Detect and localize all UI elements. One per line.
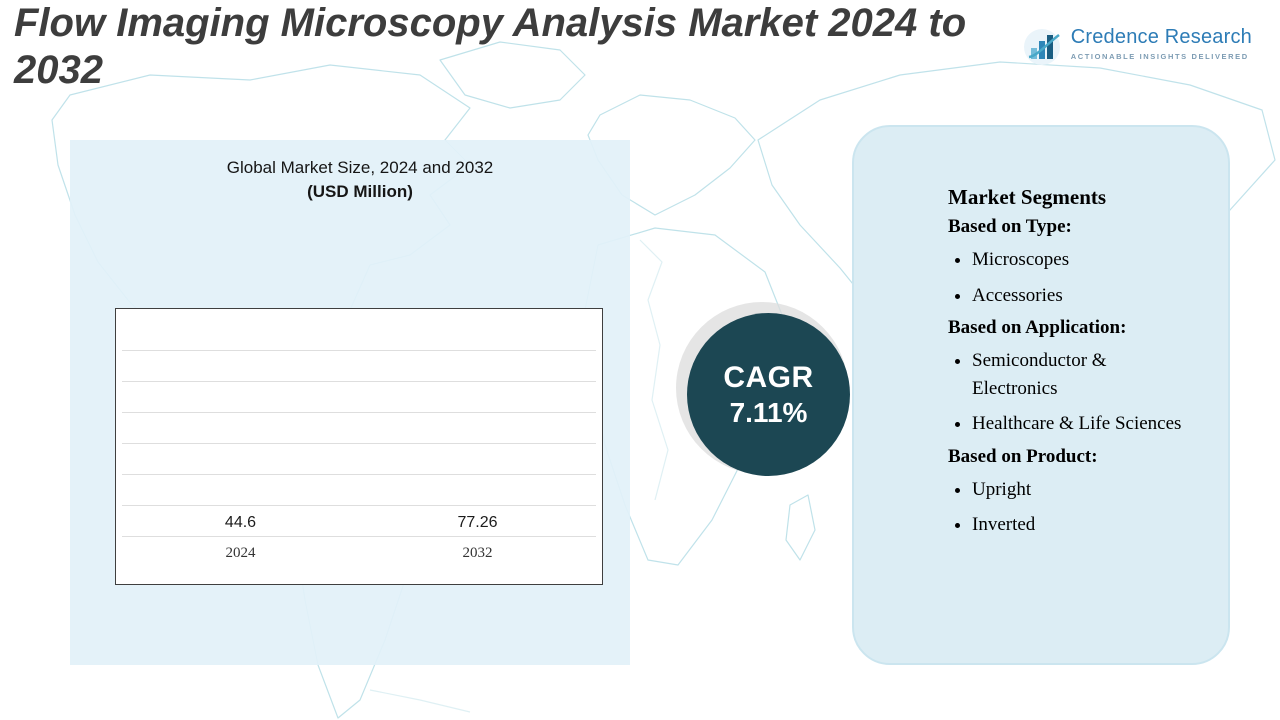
credence-logo-icon — [1023, 29, 1060, 65]
bar-value-label: 77.26 — [457, 514, 498, 531]
segments-heading: Market Segments — [948, 185, 1107, 209]
segment-item: Healthcare & Life Sciences — [972, 410, 1190, 438]
segment-item: Accessories — [972, 282, 1190, 310]
chart-heading-line1: Global Market Size, 2024 and 2032 — [226, 158, 494, 177]
segment-list-product: Upright Inverted — [948, 476, 1190, 539]
bar-group-2032: 77.26 — [398, 514, 558, 537]
segments-panel: Market Segments Based on Type: Microscop… — [852, 125, 1230, 665]
chart-plot-area: 44.6 77.26 — [122, 323, 596, 537]
cagr-badge: CAGR 7.11% — [687, 313, 850, 476]
page-title: Flow Imaging Microscopy Analysis Market … — [14, 1, 967, 93]
bar-value-label: 44.6 — [224, 514, 257, 531]
cagr-value: 7.11% — [729, 396, 808, 428]
credence-logo-text: Credence Research Actionable Insights De… — [1071, 26, 1252, 61]
segment-group-label-application: Based on Application: — [948, 317, 1127, 339]
segment-list-type: Microscopes Accessories — [948, 246, 1190, 309]
chart-x-axis: 2024 2032 — [122, 545, 596, 562]
bar-category-label: 2024 — [225, 545, 256, 561]
logo-name: Credence Research — [1070, 26, 1252, 48]
segment-list-application: Semiconductor & Electronics Healthcare &… — [948, 347, 1190, 438]
segment-item: Inverted — [972, 511, 1190, 539]
segment-item: Microscopes — [972, 246, 1190, 274]
cagr-label: CAGR — [723, 360, 814, 394]
segment-item: Upright — [972, 476, 1190, 504]
segment-group-label-product: Based on Product: — [948, 445, 1098, 467]
bar-category-label: 2032 — [462, 545, 493, 561]
bar-group-2024: 44.6 — [161, 514, 321, 537]
chart-heading: Global Market Size, 2024 and 2032 (USD M… — [120, 158, 600, 202]
credence-logo: Credence Research Actionable Insights De… — [1023, 26, 1252, 68]
chart-heading-line2: (USD Million) — [307, 182, 413, 201]
logo-tagline: Actionable Insights Delivered — [1070, 52, 1249, 61]
segment-group-label-type: Based on Type: — [948, 216, 1072, 237]
segment-item: Semiconductor & Electronics — [972, 347, 1190, 402]
bar-chart: 44.6 77.26 2024 2032 — [115, 308, 603, 585]
